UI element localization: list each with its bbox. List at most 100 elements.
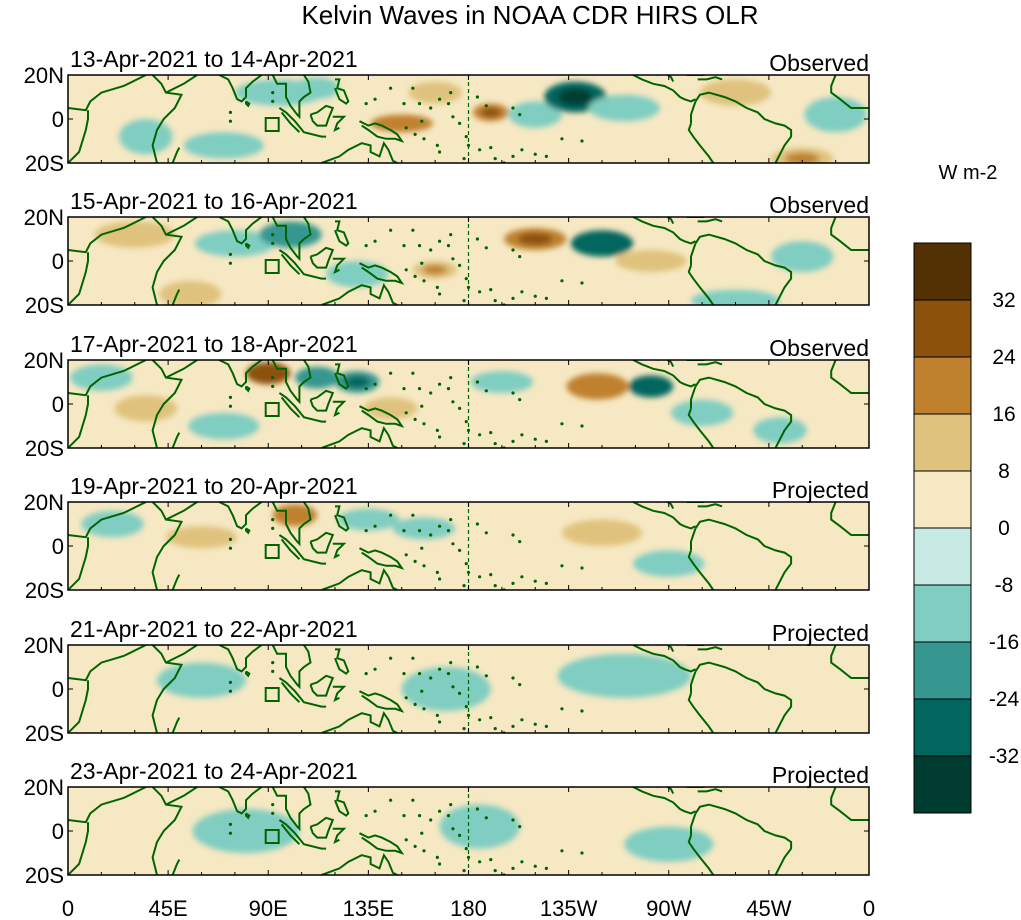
- island-dot: [228, 395, 233, 399]
- island-dot: [437, 809, 442, 813]
- island-dot: [435, 428, 439, 432]
- chart-title: Kelvin Waves in NOAA CDR HIRS OLR: [301, 0, 758, 30]
- coastline: [657, 645, 675, 653]
- coastline: [332, 115, 347, 132]
- island-dot: [544, 439, 548, 443]
- island-dot: [511, 724, 515, 729]
- coastline: [68, 502, 147, 539]
- coastline: [218, 645, 263, 673]
- island-dot: [437, 667, 442, 671]
- island-dot: [429, 391, 433, 395]
- island-dot: [417, 672, 422, 676]
- panel-date-range: 13-Apr-2021 to 14-Apr-2021: [70, 46, 358, 72]
- anomaly-blob: [615, 250, 687, 272]
- island-dot: [493, 727, 497, 731]
- coastline: [359, 120, 405, 143]
- island-dot: [417, 529, 422, 533]
- island-dot: [228, 546, 233, 550]
- coastlines: [68, 787, 869, 875]
- island-dot: [533, 722, 537, 726]
- island-dot: [489, 431, 493, 435]
- island-dot: [373, 382, 377, 386]
- coastline: [690, 528, 697, 551]
- island-dot: [533, 294, 537, 298]
- anomaly-core: [638, 380, 664, 393]
- island-dot: [580, 281, 584, 285]
- panel-status: Projected: [772, 762, 869, 788]
- anomaly-blob: [363, 397, 418, 420]
- colorbar-swatch: [913, 356, 972, 415]
- coastline: [68, 75, 147, 112]
- y-tick-label: 0: [52, 534, 64, 559]
- y-tick-label: 20N: [24, 633, 64, 658]
- island-dot: [422, 564, 426, 568]
- island-dot: [429, 248, 433, 252]
- coastline: [332, 257, 347, 274]
- panel-date-range: 19-Apr-2021 to 20-Apr-2021: [70, 473, 358, 499]
- coastline: [687, 550, 715, 590]
- anomaly-blob: [392, 517, 456, 540]
- island-dot: [435, 570, 439, 575]
- coastlines: [68, 502, 869, 590]
- island-dot: [560, 137, 564, 141]
- island-dot: [420, 689, 424, 693]
- island-dot: [429, 533, 433, 537]
- island-dot: [437, 435, 442, 439]
- coastline: [68, 645, 147, 682]
- coastline: [697, 361, 723, 366]
- island-dot: [520, 718, 524, 722]
- island-dot: [404, 696, 408, 700]
- island-box: [264, 544, 280, 559]
- coastline: [690, 813, 697, 836]
- island-dot: [478, 290, 482, 294]
- x-tick-label: 45E: [149, 896, 188, 920]
- anomaly-core: [304, 371, 330, 384]
- anomaly-blob: [94, 221, 175, 248]
- x-tick-label: 0: [62, 896, 74, 920]
- island-dot: [511, 154, 515, 158]
- island-box: [264, 259, 280, 274]
- coastline: [321, 852, 398, 875]
- island-dot: [475, 95, 479, 99]
- island-dot: [446, 672, 451, 676]
- island-dot: [417, 102, 422, 106]
- island-dot: [437, 720, 442, 724]
- island-dot: [373, 524, 377, 528]
- coastline: [151, 360, 184, 448]
- coastline: [657, 217, 675, 225]
- coastline: [245, 100, 251, 108]
- island-dot: [402, 387, 406, 391]
- island-dot: [489, 573, 493, 577]
- island-dot: [429, 106, 433, 110]
- anomaly-field: [94, 221, 834, 305]
- coastline: [165, 645, 198, 664]
- island-dot: [271, 91, 275, 95]
- coastline: [657, 360, 675, 368]
- island-dot: [449, 661, 453, 665]
- island-dot: [533, 437, 537, 441]
- island-dot: [462, 442, 466, 446]
- colorbar-swatch: [913, 584, 972, 643]
- anomaly-blob: [744, 697, 816, 725]
- panel-map-area: [68, 217, 869, 305]
- panel-map-area: [68, 502, 869, 590]
- island-dot: [451, 542, 455, 546]
- island-dot: [475, 665, 479, 669]
- island-dot: [511, 248, 515, 252]
- y-tick-label: 20N: [24, 490, 64, 515]
- island-dot: [449, 91, 453, 95]
- coastline: [218, 502, 263, 530]
- island-dot: [533, 579, 537, 583]
- coastline: [218, 217, 263, 245]
- y-tick-label: 20S: [25, 721, 64, 746]
- anomaly-blob: [326, 261, 389, 288]
- island-dot: [228, 261, 233, 265]
- island-dot: [404, 553, 408, 557]
- coastline: [165, 787, 198, 806]
- coastline: [334, 220, 350, 247]
- coastline: [68, 360, 147, 397]
- anomaly-blob: [408, 81, 462, 104]
- coastline: [171, 289, 181, 305]
- anomaly-blob: [699, 79, 772, 106]
